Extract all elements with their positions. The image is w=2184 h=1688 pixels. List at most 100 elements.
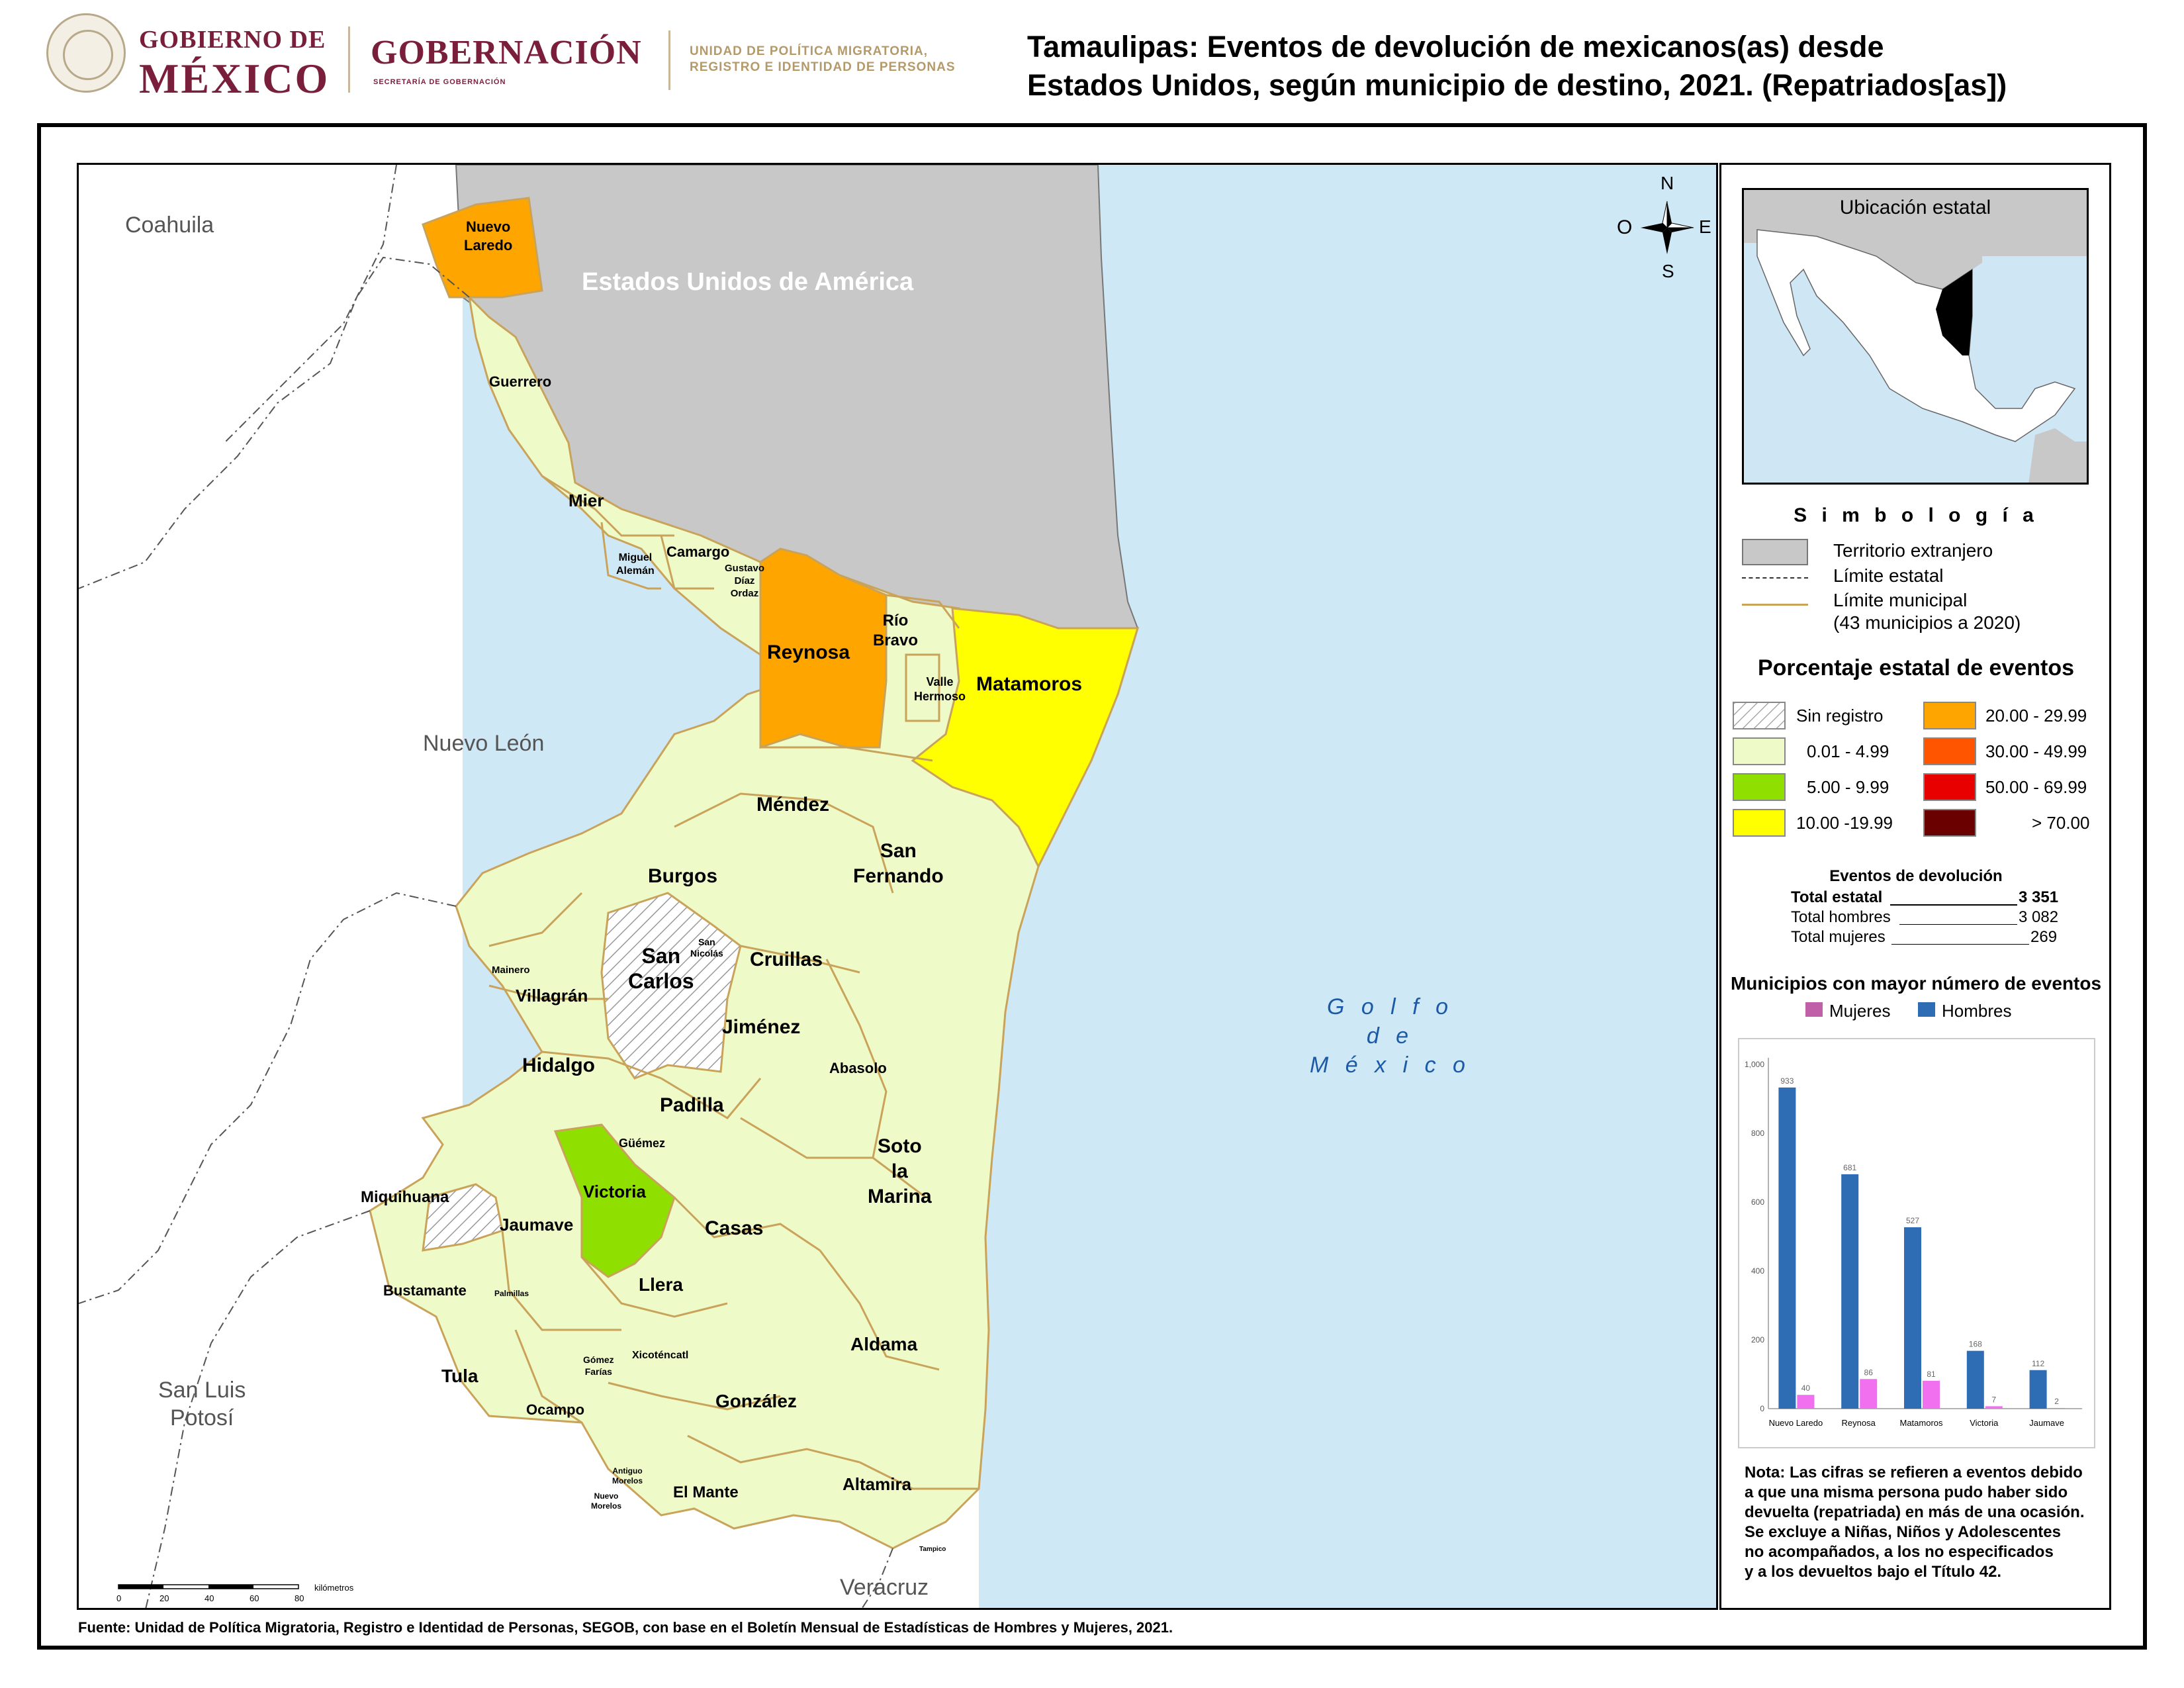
class-label-6: 50.00 - 69.99 [1985,777,2087,797]
title-line-2: Estados Unidos, según municipio de desti… [1027,68,2007,102]
scale-tick-80: 80 [295,1593,304,1603]
label-mainero: Mainero [492,964,530,976]
swatch-mun-limit [1742,604,1808,606]
label-gustavo-diaz-ordaz: Gustavo Díaz Ordaz [725,563,765,599]
map-svg [79,165,1716,1608]
data-label-mujeres: 2 [2054,1397,2059,1406]
chart-title: Municipios con mayor número de eventos [1730,973,2102,994]
label-abasolo: Abasolo [829,1060,887,1076]
note-line-2: a que una misma persona pudo haber sido [1745,1483,2068,1501]
y-tick-label: 400 [1751,1266,1764,1276]
events-title: Eventos de devolución [1829,867,2003,885]
legend-label-mujeres: Mujeres [1829,1001,1891,1021]
bar-mujeres [1860,1379,1878,1409]
note-line-6: y a los devueltos bajo el Título 42. [1745,1563,2002,1581]
bar-hombres [1966,1350,1984,1409]
y-tick-label: 200 [1751,1335,1764,1344]
secretaria-label: SECRETARÍA DE GOBERNACIÓN [373,78,506,86]
x-tick-label: Reynosa [1842,1418,1876,1428]
label-burgos: Burgos [648,865,717,887]
events-total-line [1890,904,2017,906]
label-gomez-farias: Gómez Farías [583,1354,614,1377]
events-total-value: 3 351 [2019,888,2059,906]
label-san-luis-potosi: San Luis Potosí [158,1378,246,1430]
data-label-hombres: 681 [1843,1163,1856,1172]
label-ocampo: Ocampo [526,1401,585,1418]
scale-tick-40: 40 [205,1593,214,1603]
label-matamoros: Matamoros [976,673,1083,695]
label-tampico: Tampico [919,1546,946,1553]
class-label-2: 5.00 - 9.99 [1807,777,1889,797]
neighbour-states [79,165,463,1608]
y-tick-label: 1,000 [1745,1060,1764,1069]
swatch-class-2 [1733,773,1786,801]
swatch-state-limit [1742,577,1808,579]
events-total-label: Total estatal [1791,888,1883,906]
note-line-4: Se excluye a Niñas, Niños y Adolescentes [1745,1523,2061,1541]
label-altamira: Altamira [842,1474,912,1494]
label-soto-la-marina: Soto la Marina [868,1135,932,1207]
y-tick-label: 800 [1751,1129,1764,1138]
data-label-hombres: 112 [2032,1359,2044,1368]
swatch-class-5 [1923,737,1976,765]
source-note: Fuente: Unidad de Política Migratoria, R… [78,1619,1173,1636]
legend-label-hombres: Hombres [1942,1001,2012,1021]
scale-tick-20: 20 [159,1593,169,1603]
class-label-5: 30.00 - 49.99 [1985,741,2087,761]
label-rio-bravo: Río Bravo [873,612,919,649]
logo-divider-2 [668,30,670,90]
data-label-mujeres: 40 [1801,1383,1811,1393]
label-san-fernando: San Fernando [853,840,944,887]
compass-e: E [1699,216,1711,237]
nuevo-laredo-region [422,197,543,299]
label-llera: Llera [639,1274,683,1295]
label-miquihuana: Miquihuana [361,1188,449,1206]
label-antiguo-morelos: Antiguo Morelos [612,1466,643,1485]
x-tick-label: Victoria [1970,1418,1999,1428]
label-valle-hermoso: Valle Hermoso [914,675,966,703]
state-limits [79,165,893,1608]
data-label-mujeres: 81 [1927,1370,1936,1379]
legend-mun-limit: Límite municipal (43 municipios a 2020) [1833,590,2021,633]
legend-swatch-hombres [1918,1002,1935,1017]
label-san-carlos: San Carlos [628,944,694,993]
class-label-7: > 70.00 [2032,813,2090,833]
label-coahuila: Coahuila [125,212,214,238]
note-line-1: Nota: Las cifras se refieren a eventos d… [1745,1464,2083,1481]
y-tick-label: 0 [1760,1404,1764,1413]
bar-chart: 0 200 400 600 800 1,000 933 40 Nuevo Laredo 681 86… [1738,1038,2095,1448]
swatch-foreign [1742,539,1808,565]
label-cruillas: Cruillas [750,949,823,970]
swatch-class-7 [1923,809,1976,837]
label-mendez: Méndez [756,794,830,816]
legend-title: S i m b o l o g í a [1794,504,2038,526]
events-men-label: Total hombres [1791,908,1891,926]
label-aldama: Aldama [850,1334,918,1354]
label-jimenez: Jiménez [722,1016,801,1038]
bar-mujeres [1923,1380,1940,1409]
compass-n: N [1661,173,1674,193]
label-nuevo-laredo: Nuevo Laredo [464,218,513,254]
gobernacion-logo: GOBERNACIÓN [371,34,642,71]
bar-hombres [1904,1227,1921,1409]
label-nuevo-morelos: Nuevo Morelos [591,1491,622,1511]
bar-mujeres [2048,1407,2066,1409]
class-label-3: 10.00 -19.99 [1796,813,1893,833]
label-bustamante: Bustamante [383,1282,467,1299]
label-veracruz: Veracruz [840,1575,929,1600]
percentage-legend-title: Porcentaje estatal de eventos [1757,655,2075,680]
x-tick-label: Jaumave [2029,1418,2064,1428]
outer-frame [37,123,2147,1650]
label-gonzalez: González [715,1391,797,1411]
bar-hombres [1778,1087,1796,1409]
label-tula: Tula [441,1366,478,1386]
inset-title: Ubicación estatal [1839,197,1991,218]
label-el-mante: El Mante [673,1483,739,1501]
compass-o: O [1617,216,1633,238]
data-label-hombres: 168 [1969,1340,1982,1349]
data-label-mujeres: 86 [1864,1368,1874,1377]
north-arrow-icon [1641,201,1694,254]
swatch-class-6 [1923,773,1976,801]
legend-swatch-mujeres [1805,1002,1823,1017]
title-line-1: Tamaulipas: Eventos de devolución de mex… [1027,30,1884,64]
